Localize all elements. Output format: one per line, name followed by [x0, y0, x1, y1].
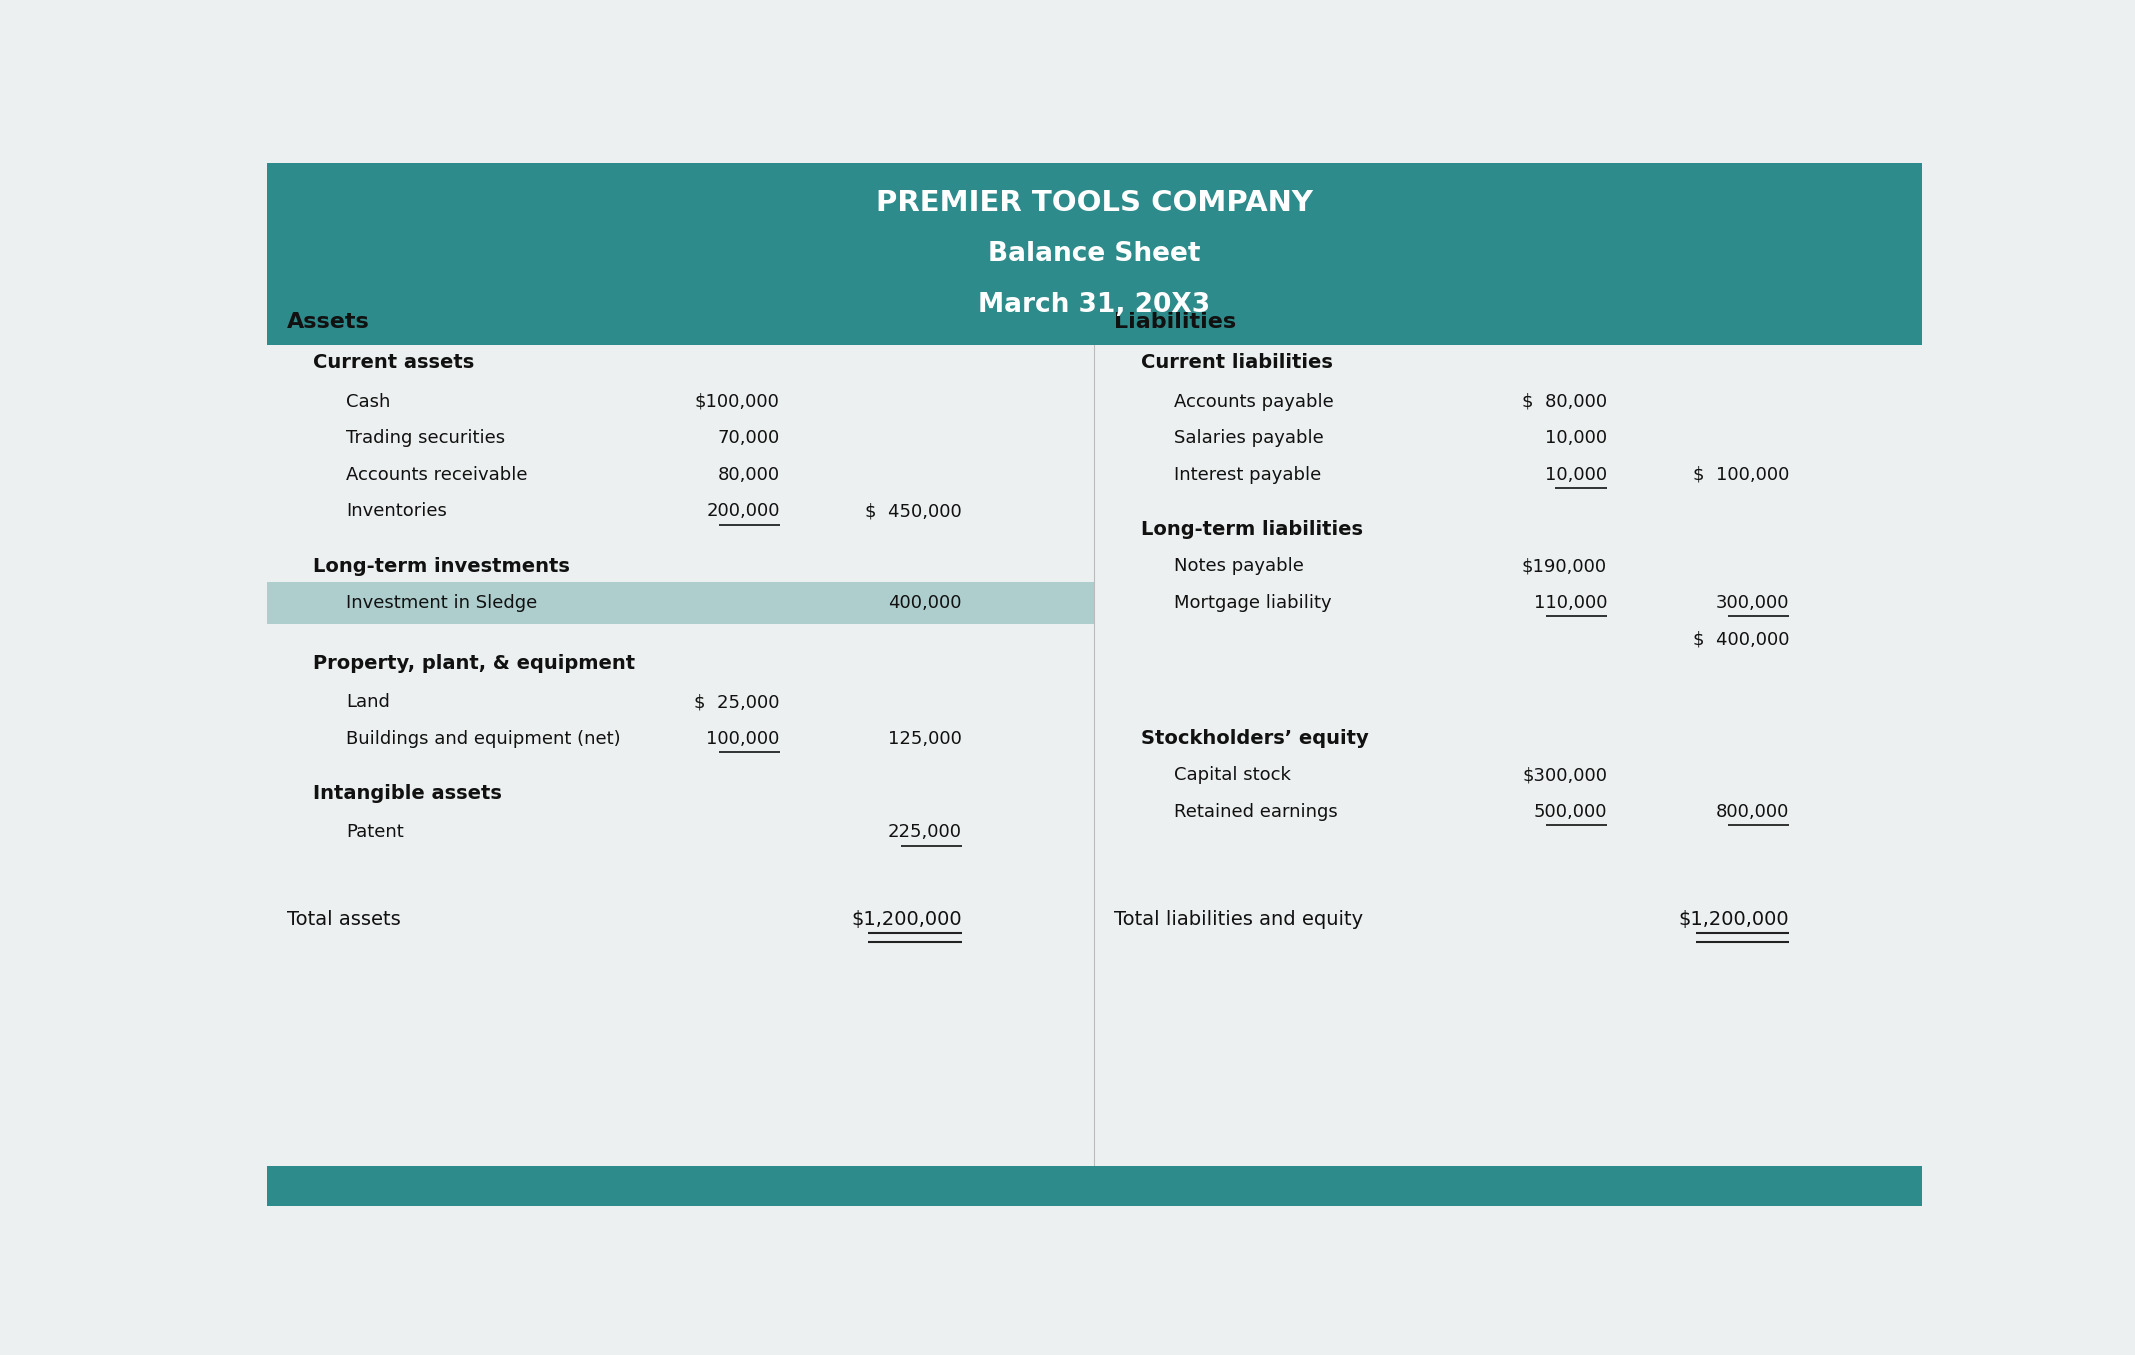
- Text: 70,000: 70,000: [717, 430, 779, 447]
- Text: 800,000: 800,000: [1717, 802, 1789, 821]
- Text: Cash: Cash: [346, 393, 391, 411]
- Text: Retained earnings: Retained earnings: [1174, 802, 1337, 821]
- Text: Accounts receivable: Accounts receivable: [346, 466, 527, 484]
- Text: March 31, 20X3: March 31, 20X3: [978, 293, 1211, 318]
- Text: $  80,000: $ 80,000: [1522, 393, 1608, 411]
- Text: Trading securities: Trading securities: [346, 430, 506, 447]
- Text: Accounts payable: Accounts payable: [1174, 393, 1334, 411]
- Text: Investment in Sledge: Investment in Sledge: [346, 593, 538, 612]
- Text: Total liabilities and equity: Total liabilities and equity: [1114, 909, 1362, 928]
- Text: Patent: Patent: [346, 824, 404, 841]
- Text: 80,000: 80,000: [717, 466, 779, 484]
- Text: Current liabilities: Current liabilities: [1140, 354, 1332, 373]
- Text: $  450,000: $ 450,000: [865, 503, 961, 520]
- Text: Interest payable: Interest payable: [1174, 466, 1322, 484]
- Text: 10,000: 10,000: [1546, 466, 1608, 484]
- Text: Notes payable: Notes payable: [1174, 557, 1304, 576]
- Text: Long-term liabilities: Long-term liabilities: [1140, 520, 1362, 539]
- Text: $  25,000: $ 25,000: [694, 692, 779, 711]
- Text: Intangible assets: Intangible assets: [314, 785, 502, 804]
- Text: 100,000: 100,000: [707, 729, 779, 748]
- Text: $190,000: $190,000: [1522, 557, 1608, 576]
- Text: $  100,000: $ 100,000: [1693, 466, 1789, 484]
- Bar: [267, 583, 1093, 623]
- Text: Salaries payable: Salaries payable: [1174, 430, 1324, 447]
- Text: 125,000: 125,000: [888, 729, 961, 748]
- Text: Long-term investments: Long-term investments: [314, 557, 570, 576]
- Text: 300,000: 300,000: [1717, 593, 1789, 612]
- Text: Assets: Assets: [286, 312, 369, 332]
- Text: Total assets: Total assets: [286, 909, 401, 928]
- Text: Land: Land: [346, 692, 391, 711]
- Text: $100,000: $100,000: [694, 393, 779, 411]
- Text: 200,000: 200,000: [707, 503, 779, 520]
- Text: 10,000: 10,000: [1546, 430, 1608, 447]
- Text: 110,000: 110,000: [1533, 593, 1608, 612]
- Text: Inventories: Inventories: [346, 503, 446, 520]
- Text: 225,000: 225,000: [888, 824, 961, 841]
- Text: $1,200,000: $1,200,000: [1678, 909, 1789, 928]
- Text: PREMIER TOOLS COMPANY: PREMIER TOOLS COMPANY: [875, 188, 1313, 217]
- Text: 400,000: 400,000: [888, 593, 961, 612]
- Text: $  400,000: $ 400,000: [1693, 630, 1789, 649]
- Text: Capital stock: Capital stock: [1174, 766, 1290, 785]
- Text: Property, plant, & equipment: Property, plant, & equipment: [314, 654, 636, 673]
- Text: 500,000: 500,000: [1533, 802, 1608, 821]
- Text: $300,000: $300,000: [1522, 766, 1608, 785]
- Text: Stockholders’ equity: Stockholders’ equity: [1140, 729, 1369, 748]
- Bar: [267, 163, 1922, 346]
- Bar: [267, 1167, 1922, 1206]
- Text: Liabilities: Liabilities: [1114, 312, 1236, 332]
- Text: Balance Sheet: Balance Sheet: [989, 241, 1200, 267]
- Text: Mortgage liability: Mortgage liability: [1174, 593, 1332, 612]
- Text: Buildings and equipment (net): Buildings and equipment (net): [346, 729, 621, 748]
- Text: $1,200,000: $1,200,000: [852, 909, 961, 928]
- Text: Current assets: Current assets: [314, 354, 474, 373]
